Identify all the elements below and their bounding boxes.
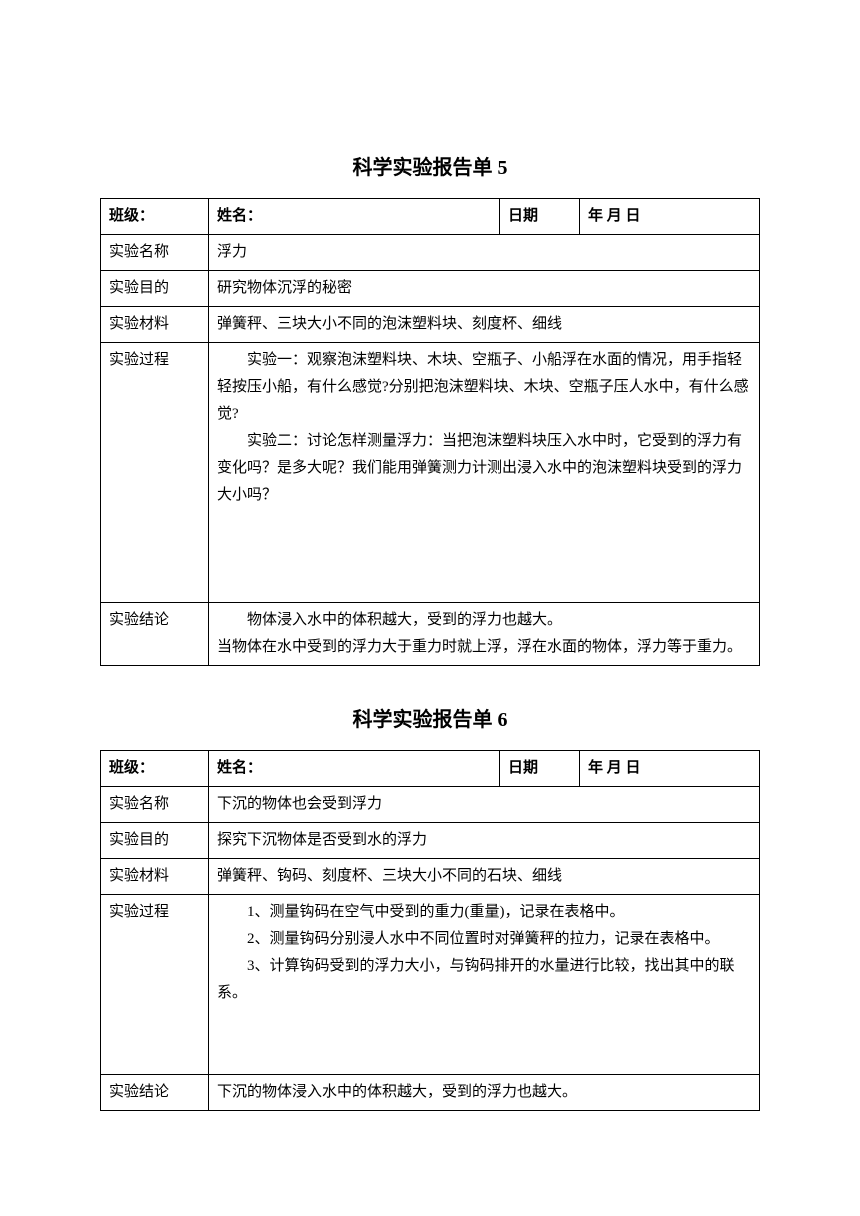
exp-materials-value: 弹簧秤、三块大小不同的泡沫塑料块、刻度杯、细线 (209, 307, 760, 343)
table-row: 实验过程 1、测量钩码在空气中受到的重力(重量)，记录在表格中。 2、测量钩码分… (101, 895, 760, 1075)
class-label-cell: 班级： (101, 199, 209, 235)
table-row: 实验目的 研究物体沉浮的秘密 (101, 271, 760, 307)
exp-process-value: 实验一：观察泡沫塑料块、木块、空瓶子、小船浮在水面的情况，用手指轻轻按压小船，有… (209, 343, 760, 603)
exp-conclusion-value: 物体浸入水中的体积越大，受到的浮力也越大。 当物体在水中受到的浮力大于重力时就上… (209, 603, 760, 666)
exp-purpose-label: 实验目的 (101, 271, 209, 307)
exp-name-label: 实验名称 (101, 787, 209, 823)
exp-purpose-value: 探究下沉物体是否受到水的浮力 (209, 823, 760, 859)
conclusion-paragraph: 物体浸入水中的体积越大，受到的浮力也越大。 (217, 607, 751, 634)
exp-materials-label: 实验材料 (101, 859, 209, 895)
report-5-table: 班级： 姓名： 日期 年 月 日 实验名称 浮力 实验目的 研究物体沉浮的秘密 … (100, 198, 760, 666)
table-row: 实验过程 实验一：观察泡沫塑料块、木块、空瓶子、小船浮在水面的情况，用手指轻轻按… (101, 343, 760, 603)
table-header-row: 班级： 姓名： 日期 年 月 日 (101, 199, 760, 235)
process-paragraph: 实验二：讨论怎样测量浮力：当把泡沫塑料块压入水中时，它受到的浮力有变化吗？是多大… (217, 428, 751, 509)
process-paragraph: 实验一：观察泡沫塑料块、木块、空瓶子、小船浮在水面的情况，用手指轻轻按压小船，有… (217, 347, 751, 428)
name-label-cell: 姓名： (209, 199, 500, 235)
table-header-row: 班级： 姓名： 日期 年 月 日 (101, 751, 760, 787)
table-row: 实验名称 浮力 (101, 235, 760, 271)
exp-purpose-label: 实验目的 (101, 823, 209, 859)
exp-purpose-value: 研究物体沉浮的秘密 (209, 271, 760, 307)
table-row: 实验材料 弹簧秤、三块大小不同的泡沫塑料块、刻度杯、细线 (101, 307, 760, 343)
exp-conclusion-value: 下沉的物体浸入水中的体积越大，受到的浮力也越大。 (209, 1075, 760, 1111)
process-paragraph: 3、计算钩码受到的浮力大小，与钩码排开的水量进行比较，找出其中的联系。 (217, 953, 751, 1007)
exp-name-label: 实验名称 (101, 235, 209, 271)
exp-process-label: 实验过程 (101, 343, 209, 603)
process-paragraph: 1、测量钩码在空气中受到的重力(重量)，记录在表格中。 (217, 899, 751, 926)
table-row: 实验材料 弹簧秤、钩码、刻度杯、三块大小不同的石块、细线 (101, 859, 760, 895)
exp-materials-label: 实验材料 (101, 307, 209, 343)
name-label-cell: 姓名： (209, 751, 500, 787)
process-paragraph: 2、测量钩码分别浸人水中不同位置时对弹簧秤的拉力，记录在表格中。 (217, 926, 751, 953)
exp-name-value: 下沉的物体也会受到浮力 (209, 787, 760, 823)
date-value-cell: 年 月 日 (580, 199, 760, 235)
report-6-table: 班级： 姓名： 日期 年 月 日 实验名称 下沉的物体也会受到浮力 实验目的 探… (100, 750, 760, 1111)
exp-materials-value: 弹簧秤、钩码、刻度杯、三块大小不同的石块、细线 (209, 859, 760, 895)
exp-conclusion-label: 实验结论 (101, 603, 209, 666)
exp-process-label: 实验过程 (101, 895, 209, 1075)
report-5-title: 科学实验报告单 5 (100, 150, 760, 186)
exp-conclusion-label: 实验结论 (101, 1075, 209, 1111)
exp-name-value: 浮力 (209, 235, 760, 271)
table-row: 实验结论 物体浸入水中的体积越大，受到的浮力也越大。 当物体在水中受到的浮力大于… (101, 603, 760, 666)
report-6-title: 科学实验报告单 6 (100, 702, 760, 738)
class-label-cell: 班级： (101, 751, 209, 787)
table-row: 实验名称 下沉的物体也会受到浮力 (101, 787, 760, 823)
exp-process-value: 1、测量钩码在空气中受到的重力(重量)，记录在表格中。 2、测量钩码分别浸人水中… (209, 895, 760, 1075)
date-label-cell: 日期 (500, 199, 580, 235)
conclusion-paragraph: 当物体在水中受到的浮力大于重力时就上浮，浮在水面的物体，浮力等于重力。 (217, 634, 751, 661)
table-row: 实验目的 探究下沉物体是否受到水的浮力 (101, 823, 760, 859)
date-label-cell: 日期 (500, 751, 580, 787)
table-row: 实验结论 下沉的物体浸入水中的体积越大，受到的浮力也越大。 (101, 1075, 760, 1111)
date-value-cell: 年 月 日 (580, 751, 760, 787)
